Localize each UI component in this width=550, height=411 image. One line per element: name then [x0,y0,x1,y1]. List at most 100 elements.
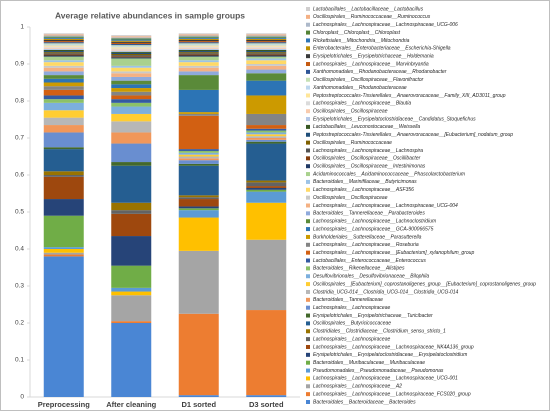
bar-segment [178,45,219,47]
bar-segment [111,40,152,42]
legend-label: Erysipelotrichales__Erysipelatoclostridi… [313,116,476,122]
bar-segment [246,138,287,140]
bar-segment [111,67,152,72]
bar-segment [246,128,287,131]
bar-segment [178,152,219,155]
bar-segment [111,80,152,85]
bar-segment [111,210,152,214]
bar-segment [246,58,287,61]
bar-segment [178,71,219,76]
bar-segment [178,46,219,48]
bar-segment [178,217,219,251]
bar-segment [246,43,287,45]
legend-swatch [306,400,310,404]
legend-swatch [306,148,310,153]
bar-segment [178,115,219,150]
legend-label: Erysipelotrichales__Erysipelotrichaceae_… [313,313,433,319]
bar-segment [43,82,84,87]
legend-swatch [306,62,310,67]
bar-segment [246,189,287,192]
bar-segment [246,56,287,59]
bar-segment [111,295,152,322]
bar-segment [43,41,84,43]
bar-segment [178,41,219,43]
legend-swatch [306,274,310,279]
bar-segment [111,202,152,211]
bar-segment [246,52,287,54]
legend-swatch [306,282,310,287]
legend-swatch [306,234,310,239]
legend-label: Oscillospirales__Oscillospiraceae__Oscil… [313,156,421,162]
bar-segment [111,71,152,74]
bar-segment [111,37,152,39]
legend-label: Lachnospirales__Lachnospiraceae [313,305,390,311]
bar-segment [246,46,287,48]
bar-segment [111,48,152,50]
legend-swatch [306,219,310,224]
bar-segment [178,208,219,211]
bar-segment [43,46,84,48]
legend-swatch [306,38,310,43]
legend-swatch [306,187,310,192]
bar-segment [43,102,84,111]
bar-segment [111,51,152,53]
bar-segment [246,55,287,57]
bar-segment [246,139,287,142]
bar-segment [43,54,84,56]
bar-segment [111,47,152,49]
y-tick-label: 0.2 [15,320,24,327]
legend-label: Pseudomonadales__Pseudomonadaceae__Pseud… [313,368,444,374]
bar-segment [178,47,219,49]
legend-label: Bacteroidales__Rikenellaceae__Alistipes [313,266,405,272]
bar-segment [43,89,84,96]
legend-label: Peptostreptococcales-Tissierellales__Ana… [313,93,506,99]
bar-segment [246,125,287,129]
bar-segment [111,99,152,103]
legend-swatch [306,242,310,247]
bar-segment [43,99,84,103]
bar-segment [43,75,84,79]
bar-segment [111,57,152,59]
bar-segment [178,48,219,50]
bar-segment [43,60,84,63]
y-tick-label: 0.3 [15,283,24,290]
bar-segment [43,35,84,37]
bar-segment [178,156,219,159]
bar-segment [43,39,84,42]
bar-segment [178,75,219,90]
legend-label: Clostridiales__Clostridiaceae__Clostridi… [313,329,446,335]
bar-segment [111,84,152,89]
bar-segment [178,149,219,151]
bar-segment [246,47,287,49]
legend-swatch [306,109,310,114]
bar-segment [246,39,287,42]
bar-segment [111,321,152,323]
legend-swatch [306,321,310,326]
bar-segment [178,158,219,161]
bar-segment [111,35,152,37]
bar-segment [43,47,84,49]
bar-segment [178,44,219,46]
bar-segment [43,171,84,175]
chart-title: Average relative abundances in sample gr… [55,10,245,20]
bar-segment [43,249,84,253]
bar-segment [178,313,219,396]
legend-label: Oscillospirales__[Eubacterium]_coprostan… [313,281,536,287]
legend-label: Bacteroidales__Marinifilaceae__Butyricim… [313,179,417,185]
bar-segment [178,54,219,56]
bar-segment [178,197,219,200]
bar-segment [43,56,84,61]
bar-segment [43,43,84,45]
legend-label: Chloroplast__Chloroplast__Chloroplast [313,30,401,36]
legend-swatch [306,132,310,137]
bar-segment [111,113,152,122]
legend-label: Xanthomonadales__Rhodanobacteraceae [312,85,407,91]
bar-segment [178,49,219,52]
bar-segment [111,287,152,292]
legend-label: Enterobacterales__Enterobacteriaceae__Es… [313,46,451,52]
bar-segment [246,42,287,44]
bar-segment [43,247,84,249]
bar-segment [246,48,287,50]
legend-swatch [306,227,310,232]
legend-label: Lachnospirales__Lachnospiraceae__[Eubact… [313,250,474,256]
